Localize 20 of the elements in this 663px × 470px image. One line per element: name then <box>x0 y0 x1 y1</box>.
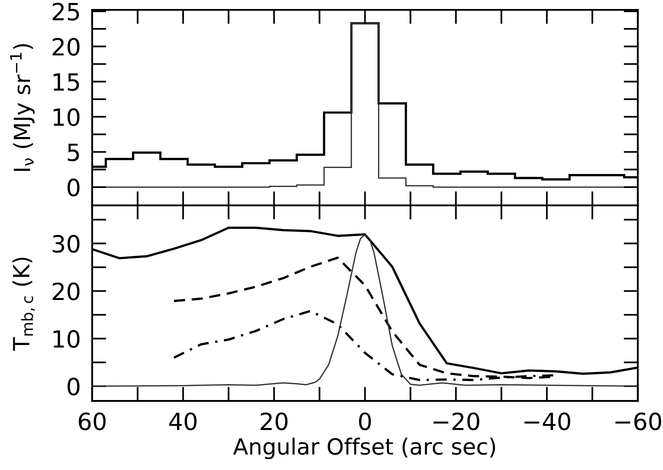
y-axis-title: I$_{ν}$ (MJy sr$^{−1}$) <box>10 44 35 171</box>
x-tick-label: 20 <box>260 412 288 430</box>
y-tick-label: 15 <box>54 73 79 91</box>
x-tick-label: 0 <box>359 412 371 430</box>
x-tick-label: 40 <box>169 412 197 430</box>
x-axis-title: Angular Offset (arc sec) <box>233 438 496 460</box>
x-tick-label: −60 <box>615 412 662 430</box>
y-axis-title: T$_{mb,c}$ (K) <box>12 258 35 351</box>
y-tick-label: 25 <box>52 2 79 21</box>
y-tick-label: 10 <box>54 108 80 126</box>
x-tick-label: −40 <box>524 412 570 430</box>
x-tick-label: −20 <box>434 412 480 430</box>
x-tick-label: 60 <box>78 412 106 430</box>
y-tick-label: 10 <box>54 330 80 348</box>
y-tick-label: 20 <box>52 38 80 56</box>
y-tick-label: 0 <box>68 378 80 396</box>
y-tick-label: 20 <box>52 282 80 300</box>
y-tick-label: 5 <box>68 144 79 162</box>
y-tick-label: 30 <box>52 234 80 253</box>
y-tick-label: 0 <box>68 178 80 196</box>
